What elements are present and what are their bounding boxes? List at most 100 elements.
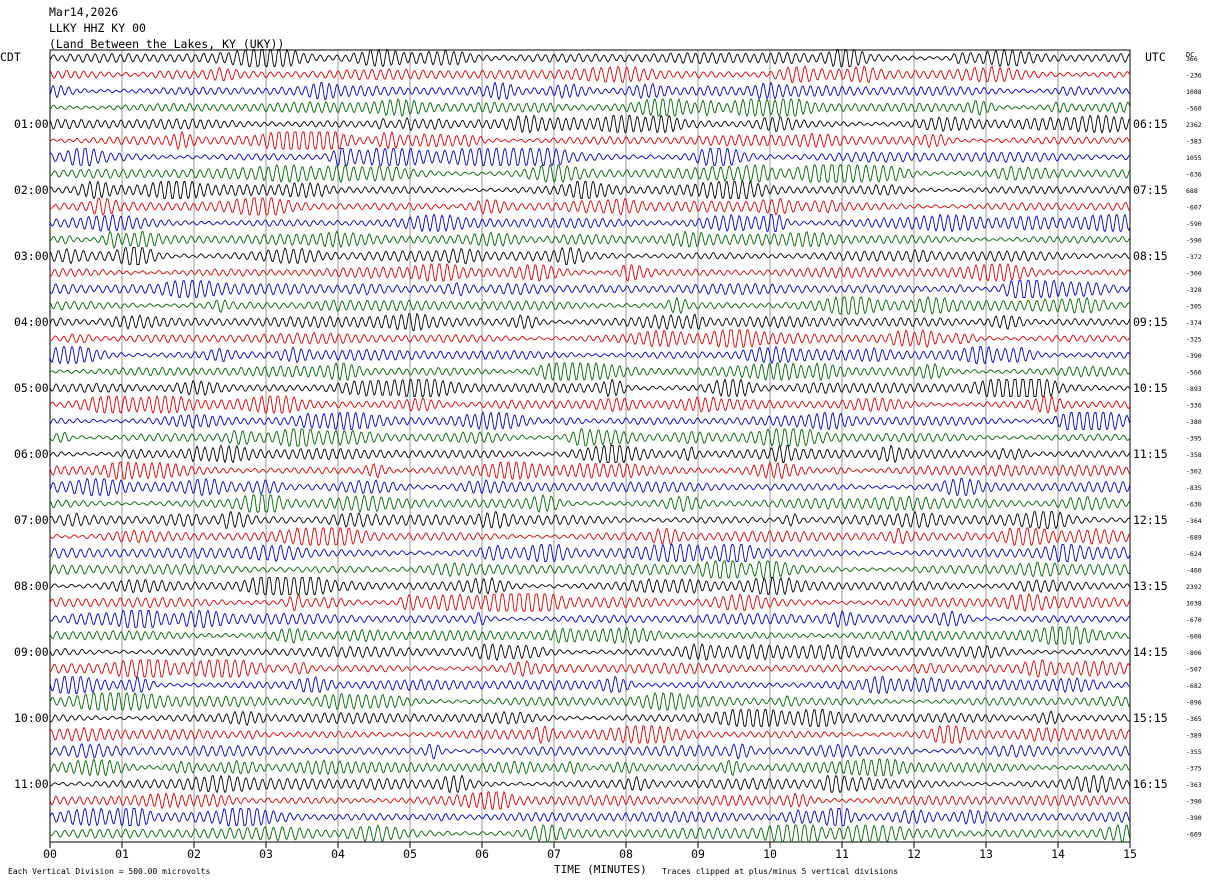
seismic-trace [49,312,1131,332]
seismic-trace [49,609,1131,629]
seismic-trace [49,576,1131,596]
dc-offset-label: -383 [1186,138,1202,146]
dc-offset-label: -390 [1186,798,1202,806]
seismic-trace [49,823,1131,843]
clip-note: Traces clipped at plus/minus 5 vertical … [662,867,899,876]
seismic-trace [49,295,1131,315]
cdt-hour-label: 03:00 [14,249,49,263]
x-tick-label: 00 [43,847,57,861]
x-tick-label: 12 [907,847,921,861]
x-tick-label: 10 [763,847,777,861]
seismic-trace [49,246,1131,265]
dc-offset-label: -355 [1186,748,1202,756]
seismic-trace [49,197,1131,216]
dc-offset-label: -607 [1186,204,1202,212]
utc-hour-label: 06:15 [1133,117,1168,131]
seismic-trace [49,626,1131,645]
dc-offset-label: -566 [1186,369,1202,377]
dc-offset-label: -624 [1186,550,1202,558]
dc-offset-label: -670 [1186,616,1202,624]
dc-offset-label: 2392 [1186,583,1202,591]
x-tick-label: 05 [403,847,417,861]
cdt-hour-label: 10:00 [14,711,49,725]
seismic-trace [49,428,1131,447]
cdt-hour-label: 08:00 [14,579,49,593]
seismic-trace [49,592,1131,612]
station-location: (Land Between the Lakes, KY (UKY)) [49,37,285,51]
x-axis-title: TIME (MINUTES) [554,863,647,876]
seismic-trace [49,692,1131,712]
dc-offset-label: -325 [1186,336,1202,344]
dc-offset-label: -689 [1186,534,1202,542]
cdt-hour-label: 05:00 [14,381,49,395]
x-tick-label: 02 [187,847,201,861]
dc-offset-label: -835 [1186,484,1202,492]
cdt-hour-label: 07:00 [14,513,49,527]
dc-offset-label: -636 [1186,171,1202,179]
cdt-hour-label: 11:00 [14,777,49,791]
seismic-trace [49,230,1131,249]
dc-offset-label: -336 [1186,402,1202,410]
x-tick-label: 13 [979,847,993,861]
x-tick-label: 07 [547,847,561,861]
dc-offset-label: -390 [1186,352,1202,360]
seismic-trace [49,675,1131,695]
seismic-trace [49,758,1131,777]
plot-frame [49,49,1131,843]
seismic-trace [49,279,1131,299]
dc-offset-label: 1088 [1186,88,1202,96]
utc-hour-label: 12:15 [1133,513,1168,527]
seismic-trace [49,163,1131,183]
dc-offset-label: 1038 [1186,600,1202,608]
seismic-trace [49,527,1131,546]
seismic-trace [49,394,1131,415]
dc-offset-label: -380 [1186,418,1202,426]
utc-zone-label: UTC [1145,50,1166,64]
plot-header: Mar14,2026 LLKY HHZ KY 00 (Land Between … [49,4,284,52]
dc-column-label: DC [1186,51,1194,59]
utc-hour-label: 13:15 [1133,579,1168,593]
seismic-trace [49,114,1131,134]
cdt-hour-label: 04:00 [14,315,49,329]
dc-offset-label: -590 [1186,237,1202,245]
x-tick-label: 08 [619,847,633,861]
dc-offset-label: -364 [1186,517,1202,525]
cdt-hour-label: 01:00 [14,117,49,131]
utc-hour-label: 11:15 [1133,447,1168,461]
dc-offset-label: 688 [1186,187,1198,195]
seismic-trace [49,493,1131,514]
x-tick-label: 06 [475,847,489,861]
seismic-trace [49,65,1131,84]
dc-offset-label: -302 [1186,468,1202,476]
x-tick-label: 01 [115,847,129,861]
axis-labels: 366 -236 1088 -560 2362 -383 1055 -636 688 -607 -5… [0,50,1202,861]
cdt-hour-label: 02:00 [14,183,49,197]
dc-offset-label: -236 [1186,72,1202,80]
seismic-trace [49,724,1131,745]
seismic-trace [49,510,1131,530]
dc-offset-label: -893 [1186,385,1202,393]
vertical-division-note: Each Vertical Division = 500.00 microvol… [8,867,211,876]
dc-offset-label: -390 [1186,814,1202,822]
station-code: LLKY HHZ KY 00 [49,21,146,35]
x-tick-label: 04 [331,847,345,861]
cdt-hour-label: 06:00 [14,447,49,461]
dc-offset-label: -395 [1186,435,1202,443]
x-tick-label: 14 [1051,847,1065,861]
dc-offset-label: -669 [1186,831,1202,839]
dc-offset-label: -806 [1186,649,1202,657]
x-tick-label: 03 [259,847,273,861]
seismic-trace [49,807,1131,827]
seismic-trace [49,411,1131,431]
dc-offset-label: -305 [1186,303,1202,311]
seismic-trace [49,378,1131,398]
dc-offset-label: -590 [1186,220,1202,228]
cdt-hour-label: 09:00 [14,645,49,659]
seismic-trace [49,790,1131,810]
dc-offset-label: -389 [1186,732,1202,740]
seismic-trace [49,460,1131,481]
seismic-trace [49,708,1131,728]
seismic-trace [49,81,1131,101]
seismic-trace [49,180,1131,200]
